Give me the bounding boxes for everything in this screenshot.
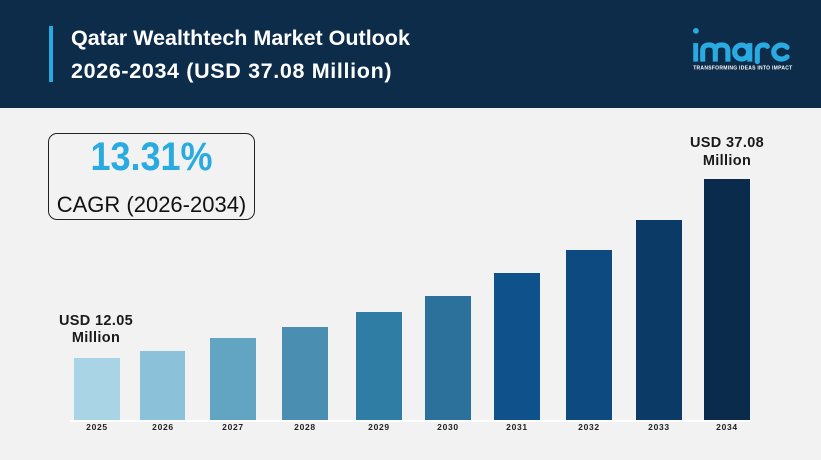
svg-text:TRANSFORMING IDEAS INTO IMPACT: TRANSFORMING IDEAS INTO IMPACT (693, 66, 792, 72)
